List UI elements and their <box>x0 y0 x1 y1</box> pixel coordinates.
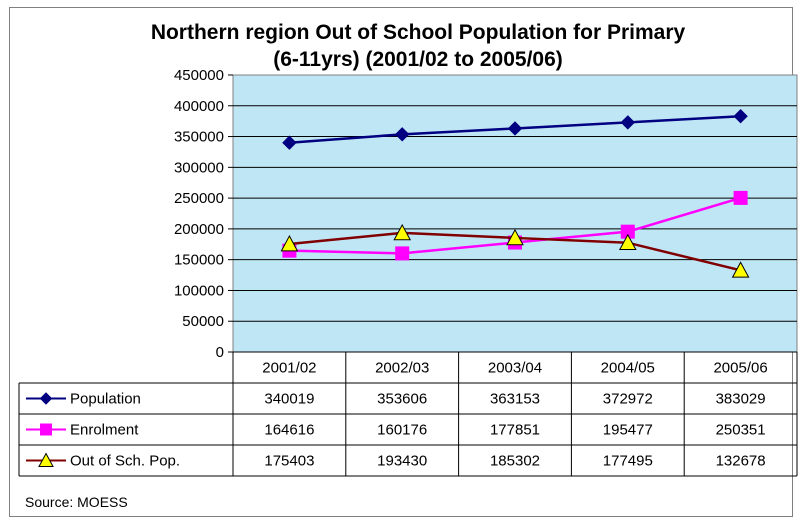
y-tick-label: 300000 <box>174 159 224 176</box>
data-point-population <box>620 115 636 130</box>
legend-label-population: Population <box>70 391 141 408</box>
x-tick-label: 2005/06 <box>713 360 767 377</box>
data-label-enrolment: 177851 <box>490 422 540 439</box>
source-note: Source: MOESS <box>25 494 128 510</box>
data-label-population: 363153 <box>490 391 540 408</box>
chart-title-line-2: (6-11yrs) (2001/02 to 2005/06) <box>273 48 563 71</box>
legend-label-enrolment: Enrolment <box>70 422 139 439</box>
data-label-population: 383029 <box>716 391 766 408</box>
y-tick-label: 100000 <box>174 282 224 299</box>
legend-key-marker-out-of-sch-pop <box>38 452 54 467</box>
data-label-out-of-sch-pop: 185302 <box>490 453 540 470</box>
data-point-enrolment <box>733 190 748 205</box>
data-label-out-of-sch-pop: 132678 <box>716 453 766 470</box>
data-point-enrolment <box>395 246 410 261</box>
y-tick-label: 0 <box>216 344 224 361</box>
legend-label-out-of-sch-pop: Out of Sch. Pop. <box>70 453 180 470</box>
y-tick-label: 450000 <box>174 67 224 84</box>
data-point-out-of-sch-pop <box>731 261 750 278</box>
y-tick-label: 150000 <box>174 252 224 269</box>
data-label-population: 372972 <box>603 391 653 408</box>
data-label-enrolment: 250351 <box>716 422 766 439</box>
data-label-enrolment: 164616 <box>264 422 314 439</box>
legend-key-marker-population <box>39 392 53 405</box>
data-label-out-of-sch-pop: 177495 <box>603 453 653 470</box>
data-point-population <box>733 109 748 124</box>
x-tick-label: 2004/05 <box>601 360 655 377</box>
data-label-out-of-sch-pop: 193430 <box>377 453 427 470</box>
data-point-out-of-sch-pop <box>618 233 637 251</box>
plot-area <box>232 74 798 353</box>
data-label-population: 353606 <box>377 391 427 408</box>
data-point-out-of-sch-pop <box>506 228 524 246</box>
chart-title-line-1: Northern region Out of School Population… <box>151 21 686 44</box>
data-point-out-of-sch-pop <box>393 223 412 241</box>
data-point-population <box>282 135 297 150</box>
x-tick-label: 2003/04 <box>488 360 542 377</box>
y-tick-label: 350000 <box>174 129 224 146</box>
data-point-population <box>507 121 523 136</box>
legend-key-marker-enrolment <box>40 423 52 436</box>
y-tick-label: 50000 <box>182 313 224 330</box>
data-label-out-of-sch-pop: 175403 <box>264 453 314 470</box>
data-label-enrolment: 160176 <box>377 422 427 439</box>
data-point-population <box>394 127 410 142</box>
data-label-enrolment: 195477 <box>603 422 653 439</box>
data-point-out-of-sch-pop <box>280 234 299 252</box>
y-tick-label: 400000 <box>174 98 224 115</box>
data-label-population: 340019 <box>264 391 314 408</box>
y-tick-label: 200000 <box>174 221 224 238</box>
x-tick-label: 2002/03 <box>375 360 429 377</box>
x-tick-label: 2001/02 <box>262 360 316 377</box>
y-tick-label: 250000 <box>174 190 224 207</box>
